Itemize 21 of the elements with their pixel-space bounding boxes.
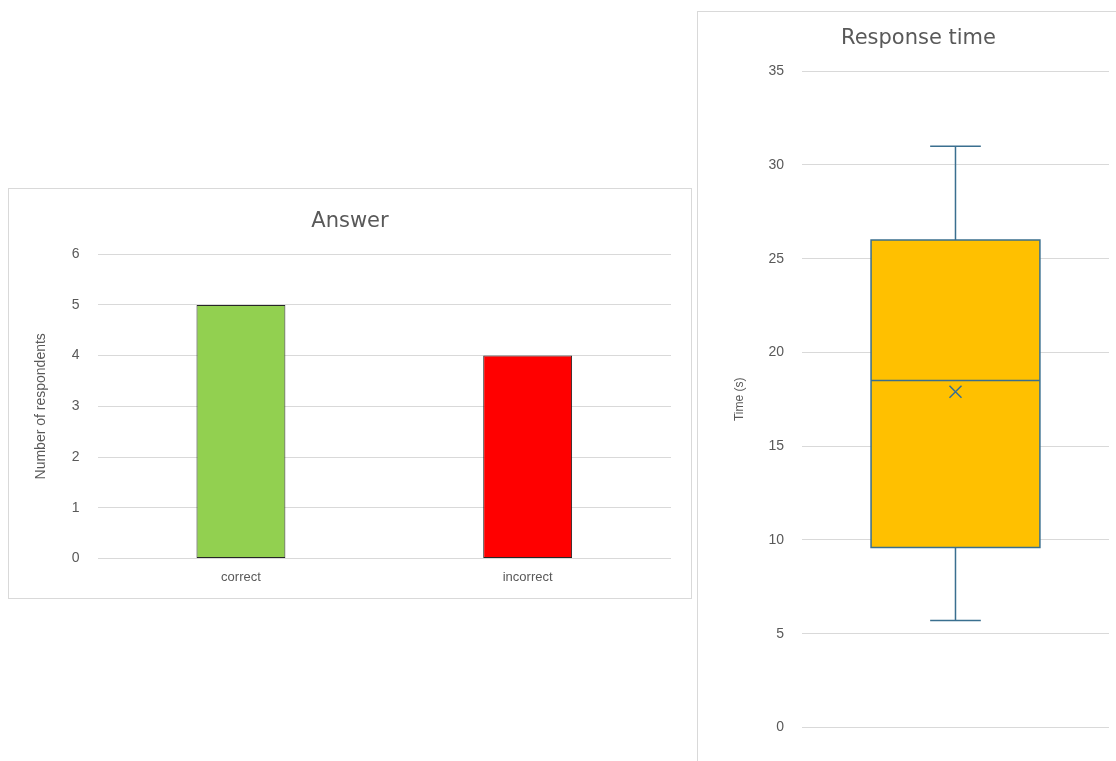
y-axis-title: Number of respondents — [32, 333, 49, 480]
y-tick-label: 25 — [768, 249, 785, 266]
y-tick-label: 20 — [768, 343, 785, 360]
x-tick-label: incorrect — [502, 568, 553, 584]
y-tick-label: 6 — [71, 245, 80, 262]
y-tick-label: 4 — [71, 346, 80, 363]
y-axis-title: Time (s) — [731, 377, 746, 422]
y-tick-label: 10 — [768, 530, 785, 547]
y-tick-label: 35 — [768, 62, 785, 79]
y-tick-label: 3 — [71, 397, 80, 414]
y-tick-label: 5 — [71, 295, 80, 312]
y-tick-label: 2 — [71, 447, 80, 464]
y-tick-label: 5 — [776, 624, 785, 641]
chart-title: Answer — [311, 208, 390, 233]
y-tick-label: 0 — [71, 549, 80, 566]
y-tick-label: 15 — [768, 437, 785, 454]
chart-title: Response time — [841, 25, 996, 50]
y-tick-label: 1 — [71, 498, 80, 515]
y-tick-label: 0 — [776, 718, 785, 735]
y-tick-label: 30 — [768, 155, 785, 172]
x-tick-label: correct — [221, 568, 262, 584]
